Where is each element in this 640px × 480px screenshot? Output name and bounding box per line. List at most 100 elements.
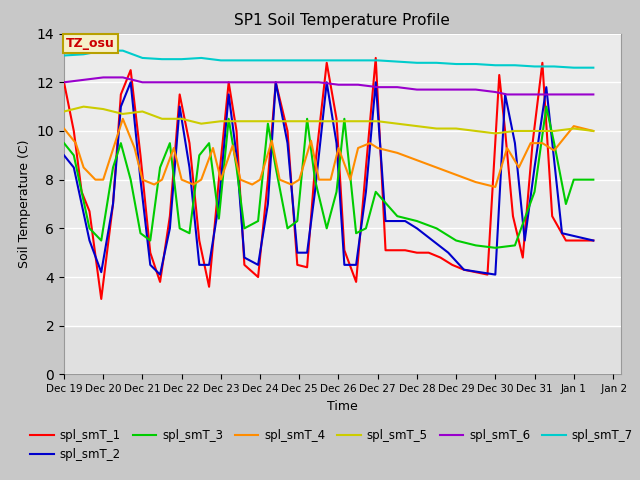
spl_smT_3 xyxy=(127,177,134,182)
spl_smT_2 xyxy=(254,262,262,268)
spl_smT_7 xyxy=(374,58,381,63)
Line: spl_smT_1: spl_smT_1 xyxy=(64,58,593,299)
spl_smT_2 xyxy=(205,262,213,268)
spl_smT_6 xyxy=(543,92,550,97)
spl_smT_4 xyxy=(315,177,323,182)
spl_smT_3 xyxy=(323,226,330,231)
spl_smT_5 xyxy=(394,121,401,127)
spl_smT_4 xyxy=(111,140,119,146)
spl_smT_2 xyxy=(70,165,77,170)
spl_smT_4 xyxy=(158,177,166,182)
spl_smT_5 xyxy=(80,104,88,109)
spl_smT_2 xyxy=(156,272,164,277)
spl_smT_3 xyxy=(136,230,144,236)
spl_smT_6 xyxy=(276,79,284,85)
spl_smT_5 xyxy=(511,128,519,134)
spl_smT_6 xyxy=(256,79,264,85)
Legend: spl_smT_1, spl_smT_2, spl_smT_3, spl_smT_4, spl_smT_5, spl_smT_6, spl_smT_7: spl_smT_1, spl_smT_2, spl_smT_3, spl_smT… xyxy=(26,425,637,466)
spl_smT_7 xyxy=(237,58,244,63)
spl_smT_6 xyxy=(394,84,401,90)
spl_smT_4 xyxy=(335,145,342,151)
spl_smT_4 xyxy=(150,181,158,187)
spl_smT_2 xyxy=(166,226,173,231)
spl_smT_7 xyxy=(178,56,186,62)
spl_smT_3 xyxy=(233,165,241,170)
spl_smT_3 xyxy=(413,218,420,224)
spl_smT_2 xyxy=(444,250,452,255)
spl_smT_6 xyxy=(119,74,127,80)
spl_smT_7 xyxy=(119,48,127,54)
spl_smT_6 xyxy=(178,79,186,85)
spl_smT_5 xyxy=(256,119,264,124)
spl_smT_4 xyxy=(550,147,558,153)
spl_smT_1 xyxy=(372,55,380,61)
spl_smT_7 xyxy=(531,63,538,69)
spl_smT_5 xyxy=(139,108,147,114)
spl_smT_3 xyxy=(570,177,577,182)
spl_smT_5 xyxy=(158,116,166,121)
spl_smT_3 xyxy=(531,189,538,195)
spl_smT_6 xyxy=(550,92,558,97)
spl_smT_3 xyxy=(311,177,319,182)
spl_smT_7 xyxy=(492,62,499,68)
spl_smT_5 xyxy=(492,131,499,136)
spl_smT_6 xyxy=(531,92,538,97)
Bar xyxy=(64,22,621,326)
spl_smT_6 xyxy=(335,82,342,87)
spl_smT_1 xyxy=(109,201,117,207)
spl_smT_4 xyxy=(197,177,205,182)
spl_smT_6 xyxy=(472,87,479,93)
spl_smT_2 xyxy=(381,218,389,224)
spl_smT_2 xyxy=(492,272,499,277)
spl_smT_4 xyxy=(237,177,244,182)
spl_smT_6 xyxy=(296,79,303,85)
spl_smT_2 xyxy=(558,230,566,236)
spl_smT_3 xyxy=(97,238,105,243)
spl_smT_4 xyxy=(472,179,479,185)
spl_smT_2 xyxy=(60,153,68,158)
Text: TZ_osu: TZ_osu xyxy=(66,37,115,50)
spl_smT_7 xyxy=(217,58,225,63)
spl_smT_5 xyxy=(237,119,244,124)
Title: SP1 Soil Temperature Profile: SP1 Soil Temperature Profile xyxy=(234,13,451,28)
spl_smT_6 xyxy=(452,87,460,93)
spl_smT_3 xyxy=(333,189,340,195)
spl_smT_4 xyxy=(248,181,256,187)
spl_smT_3 xyxy=(433,226,440,231)
spl_smT_7 xyxy=(335,58,342,63)
spl_smT_3 xyxy=(352,230,360,236)
spl_smT_6 xyxy=(374,84,381,90)
spl_smT_7 xyxy=(256,58,264,63)
spl_smT_5 xyxy=(119,111,127,117)
spl_smT_3 xyxy=(362,226,370,231)
spl_smT_2 xyxy=(531,165,538,170)
spl_smT_6 xyxy=(589,92,597,97)
spl_smT_3 xyxy=(225,116,232,121)
spl_smT_4 xyxy=(413,157,420,163)
spl_smT_3 xyxy=(205,140,213,146)
spl_smT_7 xyxy=(413,60,420,66)
spl_smT_4 xyxy=(515,165,523,170)
spl_smT_2 xyxy=(233,153,241,158)
spl_smT_2 xyxy=(362,189,370,195)
spl_smT_4 xyxy=(60,126,68,132)
spl_smT_4 xyxy=(452,172,460,178)
spl_smT_5 xyxy=(433,126,440,132)
spl_smT_4 xyxy=(492,184,499,190)
spl_smT_3 xyxy=(303,116,311,121)
spl_smT_5 xyxy=(570,126,577,132)
spl_smT_2 xyxy=(117,104,125,109)
spl_smT_3 xyxy=(550,140,558,146)
spl_smT_7 xyxy=(80,51,88,57)
spl_smT_6 xyxy=(80,77,88,83)
spl_smT_4 xyxy=(589,128,597,134)
spl_smT_4 xyxy=(119,116,127,121)
spl_smT_3 xyxy=(589,177,597,182)
spl_smT_2 xyxy=(78,201,86,207)
spl_smT_4 xyxy=(287,181,295,187)
spl_smT_1 xyxy=(303,264,311,270)
spl_smT_4 xyxy=(131,145,138,151)
spl_smT_5 xyxy=(197,121,205,127)
spl_smT_4 xyxy=(276,177,284,182)
spl_smT_7 xyxy=(550,63,558,69)
